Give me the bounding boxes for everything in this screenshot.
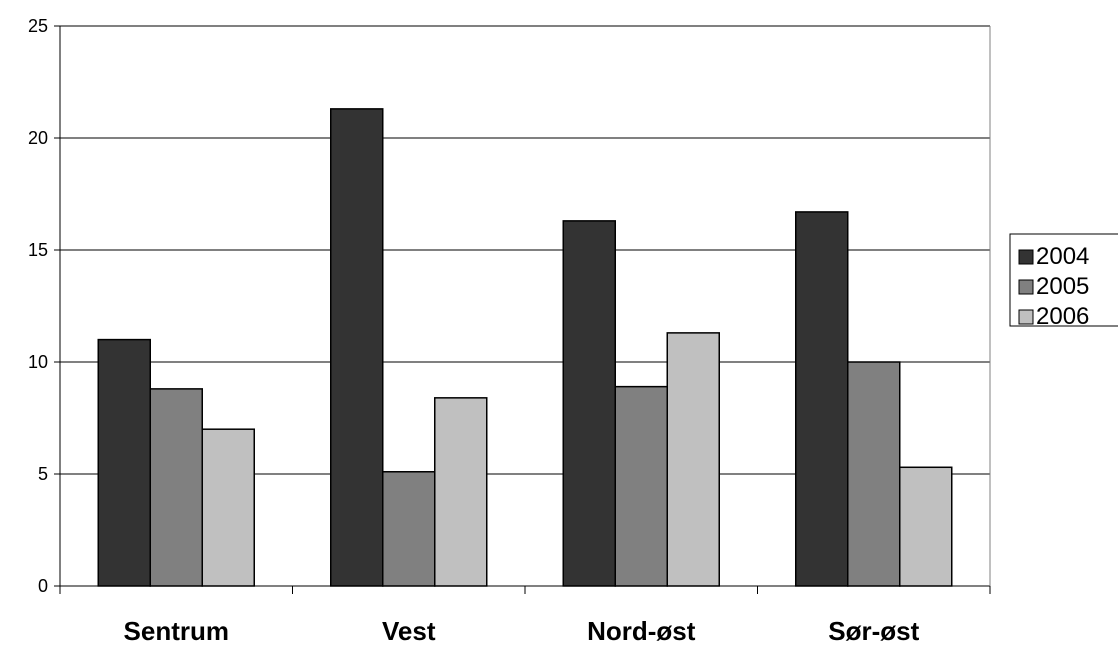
bar-2004-Nord-øst: [562, 220, 616, 587]
x-category-label: Vest: [382, 616, 436, 645]
bar-2005-Sentrum: [149, 388, 203, 587]
bar-2004-Vest: [330, 108, 384, 587]
x-category-label: Nord-øst: [587, 616, 696, 645]
bar-2005-Vest: [382, 471, 436, 587]
x-category-label: Sentrum: [124, 616, 229, 645]
legend-swatch-2006: [1018, 309, 1034, 325]
y-tick-label: 25: [28, 16, 48, 36]
bar-2004-Sør-øst: [795, 211, 849, 587]
legend-swatch-2004: [1018, 249, 1034, 265]
bar-2006-Sentrum: [201, 428, 255, 587]
bar-2005-Nord-øst: [614, 385, 668, 587]
x-category-label: Sør-øst: [828, 616, 919, 645]
bar-2004-Sentrum: [97, 338, 151, 587]
legend: 2004 2005 2006: [1009, 233, 1118, 330]
axes: 0 5 10 15 20 25 Sentrum Vest Nord-øst Sør-øst: [28, 16, 991, 646]
legend-label: 2006: [1036, 303, 1089, 330]
y-tick-label: 15: [28, 240, 48, 260]
legend-label: 2004: [1036, 243, 1089, 270]
legend-label: 2005: [1036, 273, 1089, 300]
bars: [97, 108, 953, 587]
bar-2006-Vest: [434, 397, 488, 587]
legend-swatch-2005: [1018, 279, 1034, 295]
bar-2006-Sør-øst: [899, 466, 953, 587]
y-tick-label: 5: [38, 464, 48, 484]
bar-2006-Nord-øst: [666, 332, 720, 587]
bar-2005-Sør-øst: [847, 361, 901, 587]
y-tick-label: 0: [38, 576, 48, 596]
y-tick-label: 20: [28, 128, 48, 148]
y-tick-label: 10: [28, 352, 48, 372]
